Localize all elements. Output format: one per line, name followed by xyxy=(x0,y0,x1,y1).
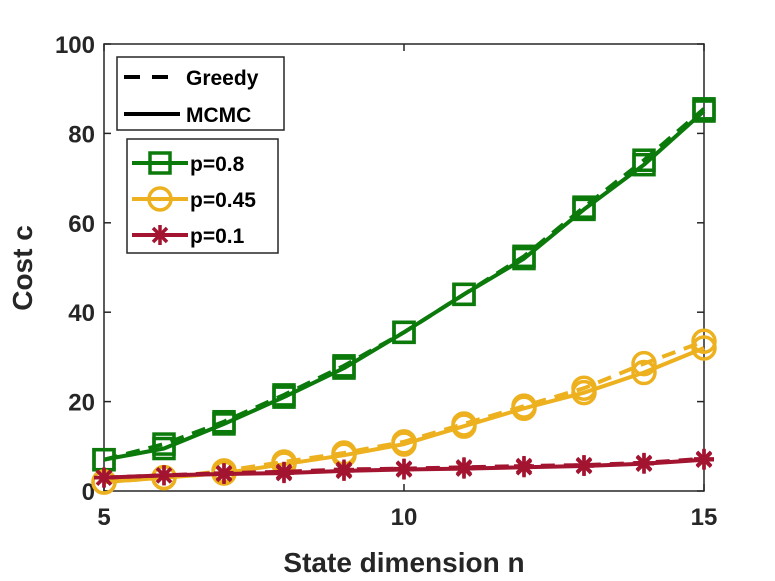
data-point-asterisk xyxy=(214,464,234,485)
series-mcmc-p-0-1 xyxy=(94,449,714,488)
x-tick-label: 10 xyxy=(391,504,418,531)
x-axis-label: State dimension n xyxy=(283,547,524,578)
data-point-asterisk xyxy=(94,467,114,488)
y-tick-label: 20 xyxy=(68,390,95,417)
data-point-asterisk xyxy=(454,458,474,479)
data-point-circle xyxy=(571,379,597,406)
data-point-square xyxy=(392,320,416,345)
data-point-asterisk xyxy=(394,459,414,480)
data-point-square xyxy=(152,436,176,461)
data-point-asterisk xyxy=(274,463,294,484)
y-tick-label: 40 xyxy=(68,300,95,327)
legend-p08-label: p=0.8 xyxy=(190,153,245,176)
data-point-square xyxy=(632,152,656,177)
x-tick-label: 15 xyxy=(691,504,718,531)
data-point-square xyxy=(452,282,476,307)
data-point-circle xyxy=(451,413,477,439)
legend-line-style: Greedy MCMC xyxy=(116,56,285,131)
legend-mcmc-label: MCMC xyxy=(186,104,251,127)
legend-greedy-label: Greedy xyxy=(186,67,259,90)
data-point-circle xyxy=(631,359,657,386)
data-point-asterisk xyxy=(634,453,654,474)
y-tick-label: 60 xyxy=(68,211,95,238)
plot-area: 5 10 15 0 20 40 60 80 100 xyxy=(55,32,717,531)
series-line-mcmc-p-0-8 xyxy=(103,109,706,462)
legend-line-style-box xyxy=(116,56,285,131)
data-point-square xyxy=(572,197,596,222)
data-point-circle xyxy=(391,431,417,457)
data-point-asterisk xyxy=(154,465,174,486)
y-tick-label: 100 xyxy=(55,32,95,59)
data-point-asterisk xyxy=(514,457,534,478)
legend-p045-label: p=0.45 xyxy=(190,189,256,212)
legend-p01-label: p=0.1 xyxy=(190,225,245,248)
data-point-circle xyxy=(511,395,537,422)
data-point-square xyxy=(272,385,296,409)
data-point-asterisk xyxy=(334,460,354,481)
y-tick-label: 0 xyxy=(82,479,95,506)
y-tick-label: 80 xyxy=(68,121,95,148)
data-point-square xyxy=(332,356,356,380)
data-point-square xyxy=(212,412,236,436)
data-point-square xyxy=(512,246,536,271)
data-point-circle xyxy=(691,335,717,361)
data-point-asterisk xyxy=(694,449,714,470)
y-axis-label: Cost c xyxy=(7,225,38,311)
legend-p08-square-marker xyxy=(148,151,172,175)
x-tick-label: 5 xyxy=(97,504,110,531)
data-point-circle xyxy=(691,328,717,355)
data-point-square xyxy=(692,99,716,123)
legend-probability: p=0.8 p=0.45 p=0.1 xyxy=(126,138,279,254)
legend-p01-asterisk-marker xyxy=(150,225,170,245)
legend-p045-circle-marker xyxy=(147,186,173,212)
data-point-asterisk xyxy=(574,455,594,476)
